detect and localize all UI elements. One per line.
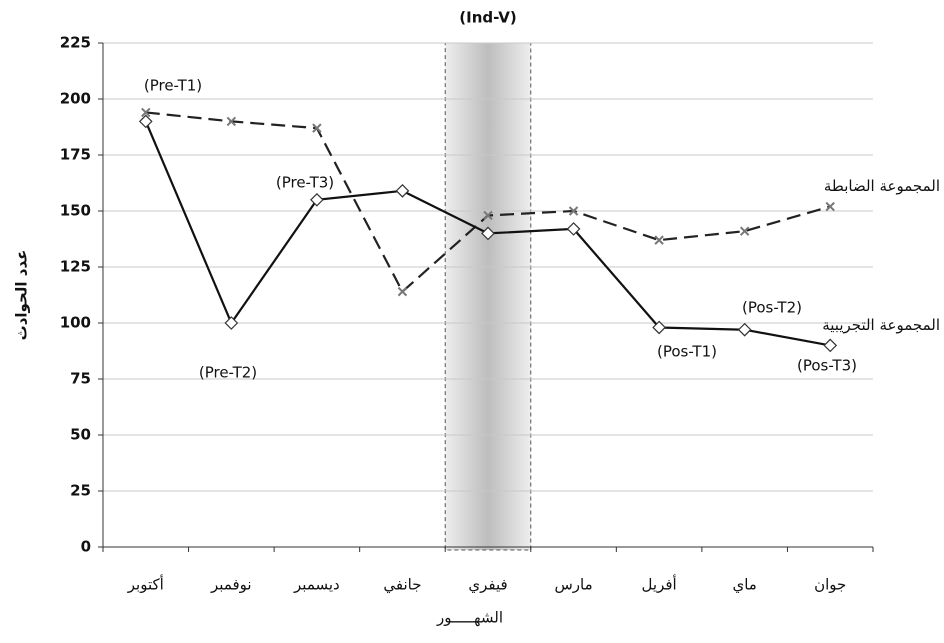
x-marker — [483, 210, 493, 221]
x-marker — [739, 226, 750, 236]
diamond-marker — [737, 322, 752, 337]
x-tick-label: جوان — [814, 576, 846, 594]
y-tick-label: 225 — [60, 34, 91, 52]
x-axis-label: الشهـــــور — [436, 609, 503, 627]
y-tick-label: 150 — [60, 202, 91, 220]
diamond-marker — [138, 114, 153, 129]
intervention-band — [444, 42, 532, 551]
x-tick-label: أفريل — [642, 575, 677, 594]
x-tick-label: أكتوبر — [127, 575, 164, 594]
y-tick-label: 75 — [70, 370, 91, 388]
y-tick-label: 100 — [60, 314, 91, 332]
legend-label: المجموعة الضابطة — [824, 177, 940, 195]
intervention-label: (Ind-V) — [459, 9, 516, 27]
diamond-marker — [823, 338, 838, 353]
y-tick-label: 200 — [60, 90, 91, 108]
annotation: (Pos-T3) — [797, 357, 857, 375]
annotation: (Pre-T2) — [199, 364, 257, 382]
x-tick-label: مارس — [554, 576, 592, 594]
diamond-marker — [395, 183, 410, 198]
x-marker — [568, 206, 579, 216]
annotation: (Pre-T1) — [144, 77, 202, 95]
y-tick-label: 50 — [70, 426, 91, 444]
x-marker — [825, 201, 835, 212]
annotation: (Pos-T2) — [742, 299, 802, 317]
y-axis-label: عدد الحوادث — [13, 250, 31, 341]
legend-label: المجموعة التجريبية — [822, 316, 940, 334]
diamond-marker — [566, 222, 581, 236]
x-tick-label: فيفري — [468, 576, 507, 595]
x-marker — [226, 116, 237, 127]
x-tick-label: جانفي — [383, 576, 421, 595]
diamond-marker — [652, 320, 666, 335]
y-tick-label: 25 — [70, 482, 91, 500]
annotation: (Pos-T1) — [657, 343, 717, 361]
diamond-marker — [481, 226, 495, 241]
y-tick-label: 0 — [81, 538, 91, 556]
x-marker — [654, 235, 664, 245]
y-tick-label: 175 — [60, 146, 91, 164]
diamond-marker — [224, 316, 239, 330]
annotation: (Pre-T3) — [276, 174, 334, 192]
x-marker — [312, 123, 322, 133]
x-marker — [141, 107, 151, 118]
x-tick-label: ديسمبر — [293, 576, 340, 594]
x-marker — [397, 286, 408, 297]
y-tick-label: 125 — [60, 258, 91, 276]
x-tick-label: نوفمبر — [210, 576, 252, 594]
diamond-marker — [310, 192, 324, 207]
x-tick-label: ماي — [732, 576, 756, 595]
